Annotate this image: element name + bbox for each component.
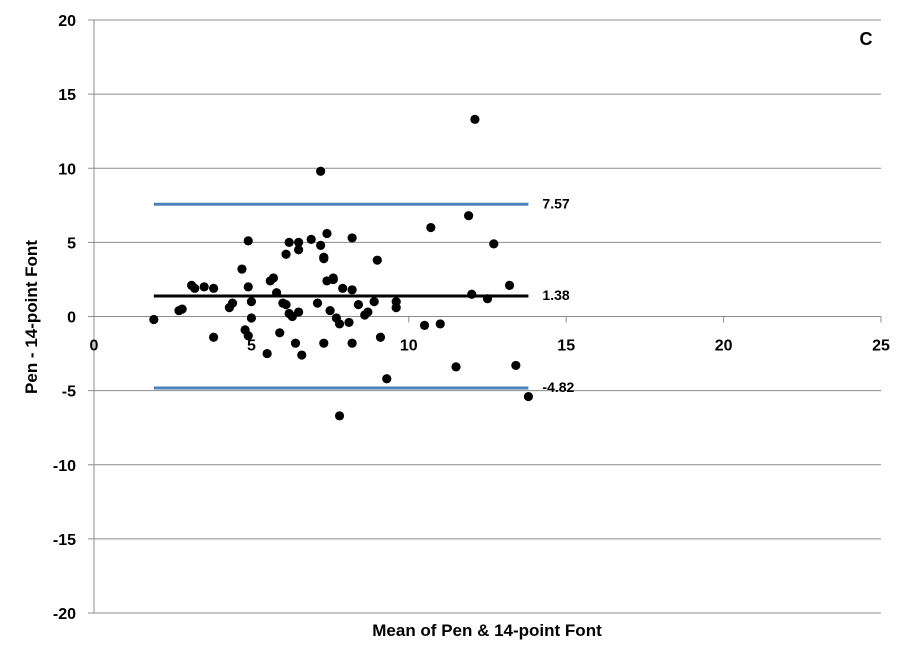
data-point — [426, 222, 436, 233]
x-tick-label: 20 — [715, 338, 733, 355]
y-tick-label: -5 — [62, 384, 76, 401]
data-point — [375, 332, 386, 342]
data-point — [149, 314, 159, 325]
data-point — [268, 273, 279, 283]
data-point — [243, 331, 253, 341]
data-point — [306, 234, 316, 245]
data-point — [353, 300, 364, 310]
grid-lines — [94, 19, 881, 614]
data-point — [344, 317, 354, 328]
y-tick-label: 5 — [67, 235, 76, 252]
data-point — [489, 239, 499, 249]
data-point — [246, 313, 256, 323]
data-point — [284, 237, 294, 247]
data-point — [243, 236, 253, 246]
data-point — [325, 305, 335, 316]
data-point — [470, 114, 480, 124]
data-point — [237, 264, 247, 274]
data-point — [338, 283, 348, 293]
data-point — [294, 237, 304, 247]
x-tick-label: 15 — [557, 338, 575, 355]
data-point — [382, 374, 392, 384]
data-point — [372, 255, 382, 265]
data-point — [523, 391, 534, 402]
x-tick-label: 25 — [872, 338, 890, 355]
x-axis-title: Mean of Pen & 14-point Font — [372, 621, 602, 640]
data-point — [281, 249, 291, 259]
data-point — [262, 348, 272, 359]
data-point — [281, 300, 291, 310]
data-point — [271, 288, 282, 298]
data-point — [294, 245, 304, 255]
data-points — [149, 114, 534, 421]
y-axis-title: Pen - 14-point Font — [22, 240, 41, 394]
y-tick-label: 20 — [58, 13, 76, 30]
y-tick-label: -15 — [53, 532, 76, 549]
y-tick-label: 0 — [67, 310, 76, 327]
data-point — [347, 338, 357, 348]
reference-lines: 7.57 1.38 -4.82 — [153, 195, 575, 395]
reference-line-label: -4.82 — [542, 379, 574, 395]
x-tick-label: 5 — [247, 338, 256, 355]
data-point — [243, 282, 253, 292]
data-point — [467, 289, 477, 299]
data-point — [464, 211, 474, 221]
data-point — [391, 303, 401, 313]
reference-line-label: 1.38 — [542, 287, 569, 303]
data-point — [482, 294, 493, 304]
data-point — [294, 307, 304, 317]
x-tick-label: 0 — [90, 338, 99, 355]
data-point — [369, 297, 379, 307]
data-point — [347, 233, 357, 243]
data-point — [209, 283, 219, 293]
y-tick-label: -10 — [53, 458, 76, 475]
data-point — [334, 319, 345, 329]
data-point — [334, 411, 345, 421]
data-point — [227, 298, 238, 308]
data-point — [322, 228, 332, 239]
data-point — [451, 362, 461, 372]
data-point — [504, 280, 515, 290]
data-point — [199, 282, 209, 292]
data-point — [190, 283, 200, 293]
axes — [88, 19, 882, 614]
data-point — [511, 360, 521, 371]
data-point — [177, 304, 187, 314]
data-point — [419, 320, 430, 330]
data-point — [316, 240, 326, 250]
data-point — [246, 297, 256, 307]
data-point — [319, 338, 329, 348]
data-point — [347, 285, 357, 295]
data-point — [209, 332, 219, 342]
data-point — [297, 350, 307, 360]
data-point — [363, 307, 373, 317]
data-point — [312, 298, 323, 308]
data-point — [328, 273, 338, 283]
reference-line-label: 7.57 — [542, 195, 569, 211]
data-point — [316, 166, 326, 176]
y-tick-label: -20 — [53, 606, 76, 623]
x-tick-label: 10 — [400, 338, 418, 355]
data-point — [319, 252, 329, 262]
data-point — [290, 338, 301, 348]
y-tick-label: 10 — [58, 161, 76, 178]
y-tick-label: 15 — [58, 87, 76, 104]
panel-label: C — [860, 29, 873, 49]
data-point — [435, 319, 445, 329]
tick-labels: -20 -15 -10 -5 0 5 10 15 20 0 5 10 15 20 25 — [53, 13, 890, 623]
data-point — [275, 328, 285, 338]
